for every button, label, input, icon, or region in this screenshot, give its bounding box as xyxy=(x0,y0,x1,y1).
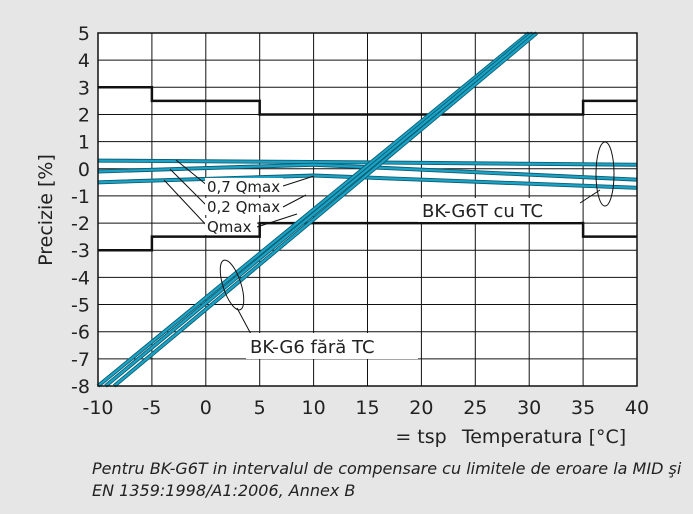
y-tick-label: -1 xyxy=(71,186,90,208)
y-tick-label: -5 xyxy=(71,295,90,317)
leader-q07-a xyxy=(175,159,209,187)
x-tick-label: -5 xyxy=(142,397,161,419)
y-tick-label: 3 xyxy=(78,77,90,99)
label-bg-q02 xyxy=(205,198,283,215)
annotation-leaders xyxy=(163,141,615,337)
y-tick-label: -6 xyxy=(71,322,90,344)
y-tick-label: 0 xyxy=(78,159,90,181)
x-tick-label: 20 xyxy=(409,397,433,419)
series-line xyxy=(113,32,538,387)
x-axis-label: Temperatura [°C] xyxy=(461,426,626,448)
error-limits xyxy=(98,86,637,252)
limit-lower xyxy=(98,221,637,252)
leader-without-tc xyxy=(236,307,253,337)
ellipse-without-tc xyxy=(219,259,245,311)
x-tick-label: 40 xyxy=(625,397,649,419)
plot-frame xyxy=(97,32,638,387)
y-tick-label: -7 xyxy=(71,349,90,371)
series-group xyxy=(96,31,638,388)
x-tick-label: 10 xyxy=(302,397,326,419)
x-axis-label-prefix: = tsp xyxy=(395,426,446,448)
y-tick-label: -8 xyxy=(71,376,90,398)
series-line xyxy=(97,32,530,387)
x-tick-labels: -10 -5 0 5 10 15 20 25 30 35 40 xyxy=(82,397,649,419)
y-tick-labels: 5 4 3 2 1 0 -1 -2 -3 -4 -5 -6 -7 -8 xyxy=(71,23,90,398)
leader-q02-b xyxy=(282,194,307,208)
label-with-tc: BK-G6T cu TC xyxy=(422,201,543,222)
series-line xyxy=(97,159,638,166)
x-tick-label: 15 xyxy=(355,397,379,419)
x-tick-label: -10 xyxy=(82,397,113,419)
y-tick-label: -3 xyxy=(71,240,90,262)
x-tick-label: 25 xyxy=(463,397,487,419)
label-without-tc: BK-G6 fără TC xyxy=(250,337,375,358)
limit-upper xyxy=(98,86,637,116)
series-line xyxy=(104,32,534,387)
x-tick-label: 35 xyxy=(571,397,595,419)
label-q02: 0,2 Qmax xyxy=(207,198,280,216)
x-tick-label: 0 xyxy=(200,397,212,419)
caption: Pentru BK-G6T in intervalul de compensar… xyxy=(92,459,682,500)
y-tick-label: -4 xyxy=(71,267,90,289)
label-bg-with-tc xyxy=(418,198,580,222)
y-tick-label: -2 xyxy=(71,213,90,235)
label-bg-q07 xyxy=(205,178,283,195)
y-axis-label: Precizie [%] xyxy=(35,154,57,266)
x-tick-label: 5 xyxy=(254,397,266,419)
y-tick-label: 2 xyxy=(78,104,90,126)
leader-q07-b xyxy=(282,175,315,187)
series-line xyxy=(97,174,638,189)
y-tick-label: 5 xyxy=(78,23,90,45)
leader-with-tc xyxy=(579,189,601,204)
leader-qmax-b xyxy=(256,213,298,228)
label-q07: 0,7 Qmax xyxy=(207,178,280,196)
leader-q02-a xyxy=(169,168,209,208)
label-bg-without-tc xyxy=(246,333,418,359)
label-qmax: Qmax xyxy=(207,218,252,236)
ellipse-with-tc xyxy=(595,141,615,207)
label-bg-qmax xyxy=(205,218,257,235)
x-tick-label: 30 xyxy=(517,397,541,419)
y-tick-label: 1 xyxy=(78,132,90,154)
leader-qmax-a xyxy=(163,179,209,228)
y-tick-label: 4 xyxy=(78,50,90,72)
